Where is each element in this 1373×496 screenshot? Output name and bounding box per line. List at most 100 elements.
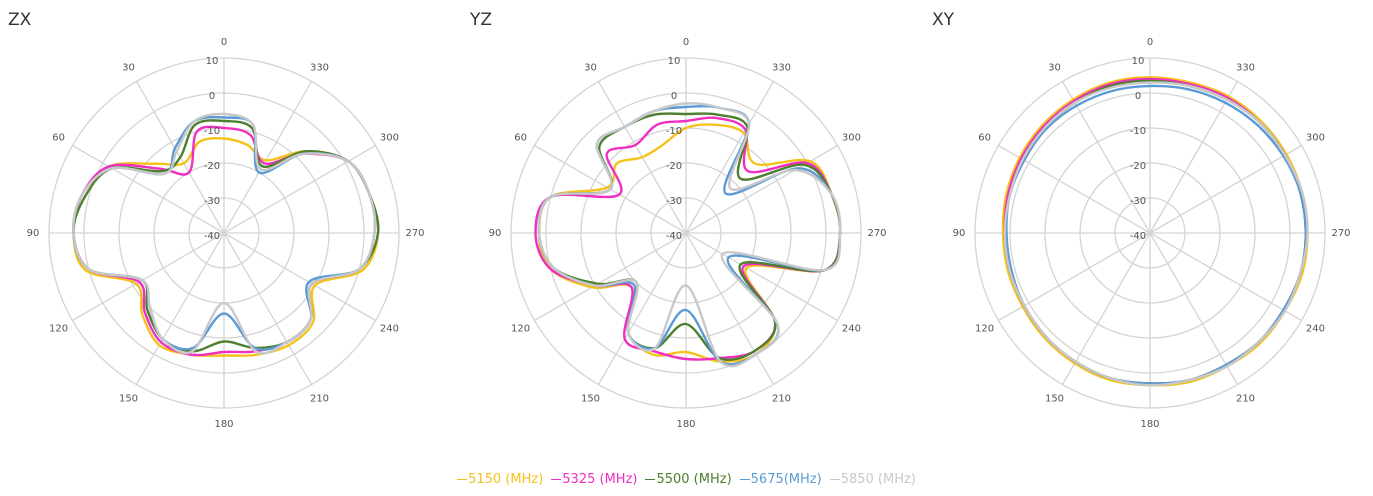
angle-label: 120: [49, 324, 68, 335]
r-tick-label: -30: [1130, 196, 1146, 207]
angle-label: 90: [953, 228, 966, 239]
angle-label: 240: [842, 324, 861, 335]
legend-item: 5850 (MHz): [829, 472, 916, 487]
angle-label: 30: [584, 63, 597, 74]
angle-label: 60: [52, 133, 65, 144]
angle-label: 270: [1331, 228, 1350, 239]
angle-label: 150: [119, 393, 138, 404]
grid-spoke: [534, 232, 687, 322]
r-tick-label: 10: [206, 56, 219, 67]
angle-label: 90: [489, 228, 502, 239]
angle-label: 0: [1147, 37, 1153, 48]
angle-label: 0: [683, 37, 689, 48]
angle-label: 60: [514, 133, 527, 144]
angle-label: 210: [310, 393, 329, 404]
grid-spoke: [1149, 81, 1239, 234]
legend-label: 5150 (MHz): [468, 472, 544, 487]
angle-label: 0: [221, 37, 227, 48]
angle-label: 330: [772, 63, 791, 74]
series-line: [534, 116, 842, 361]
angle-label: 60: [978, 133, 991, 144]
chart-title: YZ: [469, 10, 492, 30]
legend-swatch: [457, 479, 468, 480]
grid-spoke: [135, 232, 225, 385]
angle-label: 300: [842, 133, 861, 144]
grid-spoke: [1061, 81, 1151, 234]
r-tick-label: -20: [1130, 161, 1146, 172]
legend-item: 5325 (MHz): [551, 472, 637, 487]
r-tick-label: -30: [666, 196, 682, 207]
chart-title: XY: [932, 10, 955, 30]
angle-label: 330: [1236, 63, 1255, 74]
angle-label: 270: [867, 228, 886, 239]
charts: ZX0306090120150180210240270300330100-10-…: [8, 10, 1351, 430]
grid-spoke: [223, 81, 313, 234]
angle-label: 240: [1306, 324, 1325, 335]
grid-spoke: [1061, 232, 1151, 385]
angle-label: 270: [405, 228, 424, 239]
grid-spoke: [685, 232, 775, 385]
legend-swatch: [739, 479, 750, 480]
angle-label: 240: [380, 324, 399, 335]
r-tick-label: 0: [1135, 91, 1141, 102]
grid-spoke: [1149, 144, 1302, 234]
grid-spoke: [72, 144, 225, 234]
series-line: [1003, 81, 1309, 387]
r-tick-label: -40: [1130, 231, 1146, 242]
series-line: [537, 123, 842, 363]
angle-label: 300: [380, 133, 399, 144]
series-line: [537, 112, 842, 361]
legend-label: 5500 (MHz): [656, 472, 732, 487]
grid-spoke: [223, 232, 313, 385]
r-tick-label: -40: [666, 231, 682, 242]
chart-title: ZX: [8, 10, 32, 30]
angle-label: 30: [122, 63, 135, 74]
series-line: [72, 112, 377, 355]
legend-item: 5675(MHz): [739, 472, 822, 487]
r-tick-label: -10: [204, 126, 220, 137]
angle-label: 210: [772, 393, 791, 404]
r-tick-label: 0: [671, 91, 677, 102]
legend-item: 5150 (MHz): [457, 472, 543, 487]
r-tick-label: -10: [666, 126, 682, 137]
legend: 5150 (MHz) 5325 (MHz) 5500 (MHz) 5675(MHz) 5…: [0, 472, 1373, 487]
legend-item: 5500 (MHz): [645, 472, 732, 487]
angle-label: 120: [975, 324, 994, 335]
grid-spoke: [998, 232, 1151, 322]
legend-swatch: [551, 479, 562, 480]
angle-label: 30: [1048, 63, 1061, 74]
grid-spoke: [685, 232, 838, 322]
grid-spoke: [72, 232, 225, 322]
legend-label: 5325 (MHz): [562, 472, 638, 487]
r-tick-label: -20: [204, 161, 220, 172]
grid-spoke: [223, 232, 376, 322]
angle-label: 300: [1306, 133, 1325, 144]
grid-spoke: [685, 144, 838, 234]
legend-label: 5675(MHz): [750, 472, 822, 487]
angle-label: 90: [27, 228, 40, 239]
r-tick-label: 0: [209, 91, 215, 102]
legend-swatch: [645, 479, 656, 480]
grid-spoke: [223, 144, 376, 234]
angle-label: 180: [214, 419, 233, 430]
grid-spoke: [597, 232, 687, 385]
angle-label: 150: [1045, 393, 1064, 404]
angle-label: 180: [676, 419, 695, 430]
angle-label: 180: [1140, 419, 1159, 430]
grid-spoke: [1149, 232, 1239, 385]
grid-spoke: [1149, 232, 1302, 322]
r-tick-label: -40: [204, 231, 220, 242]
series-line: [1005, 84, 1307, 385]
series-line: [537, 102, 842, 368]
angle-label: 210: [1236, 393, 1255, 404]
angle-label: 330: [310, 63, 329, 74]
legend-label: 5850 (MHz): [840, 472, 916, 487]
r-tick-label: -30: [204, 196, 220, 207]
r-tick-label: 10: [1132, 56, 1145, 67]
angle-label: 120: [511, 324, 530, 335]
r-tick-label: -10: [1130, 126, 1146, 137]
r-tick-label: 10: [668, 56, 681, 67]
r-tick-label: -20: [666, 161, 682, 172]
legend-swatch: [829, 479, 840, 480]
